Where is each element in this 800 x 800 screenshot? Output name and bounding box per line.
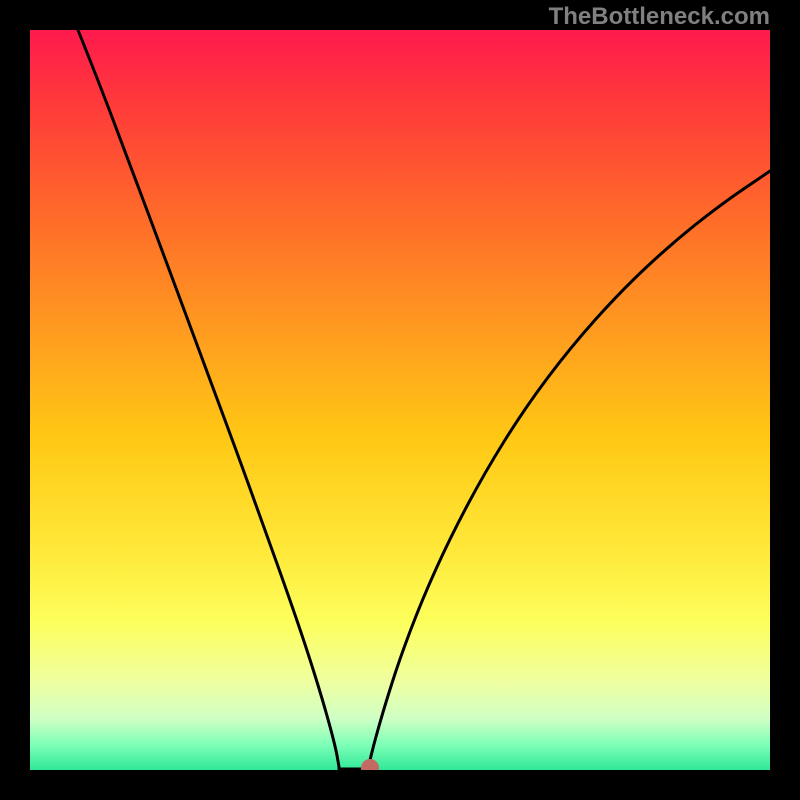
bottleneck-chart (0, 0, 800, 800)
frame-border-right (770, 0, 800, 800)
watermark-text: TheBottleneck.com (549, 3, 770, 31)
frame-border-bottom (0, 770, 800, 800)
frame-border-left (0, 0, 30, 800)
